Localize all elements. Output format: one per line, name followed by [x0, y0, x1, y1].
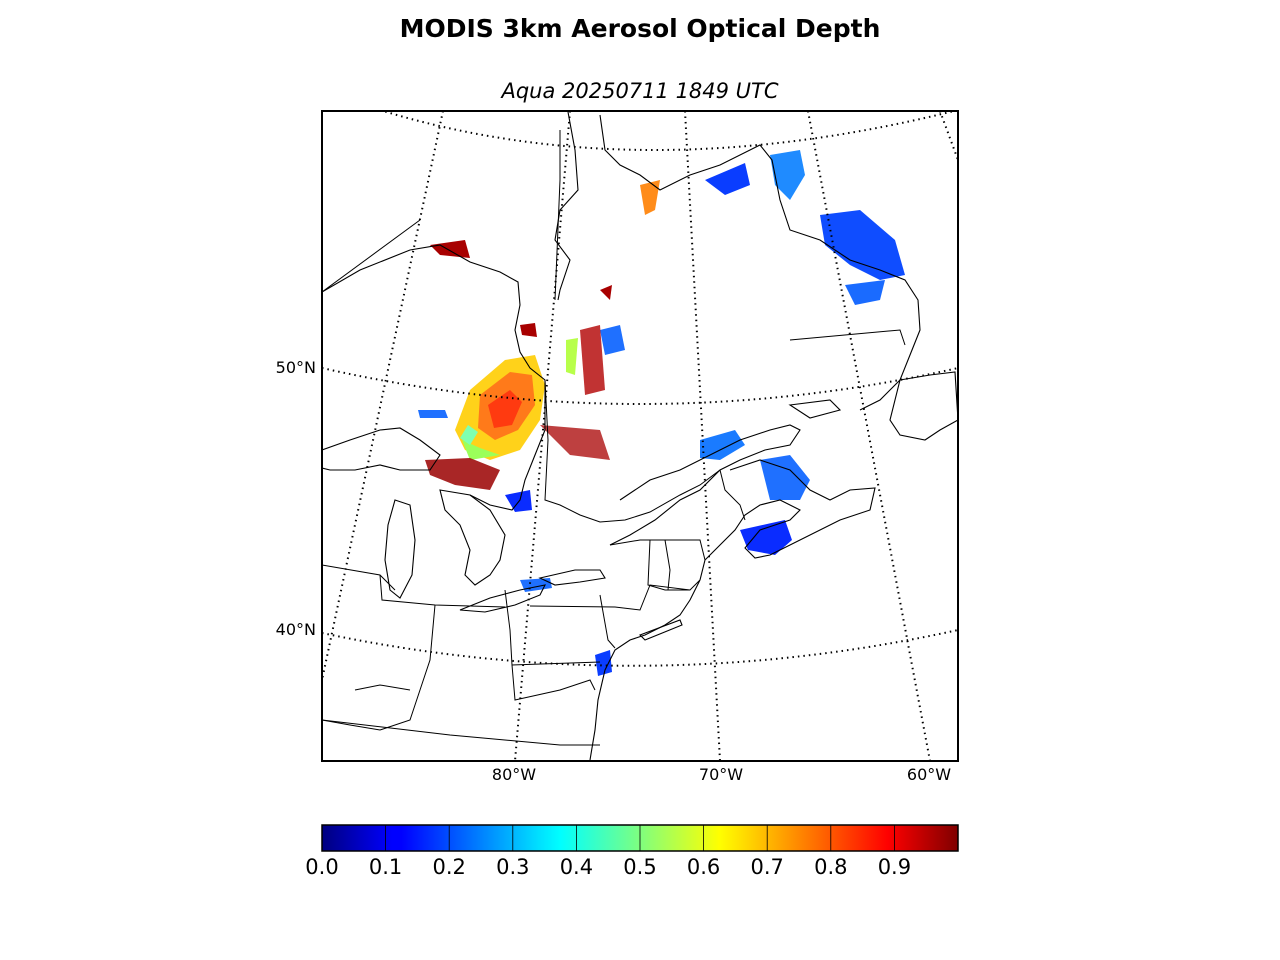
lat-label-40n: 40°N [275, 620, 316, 639]
map-area [322, 111, 958, 761]
colorbar-tick-label: 0.5 [623, 855, 657, 879]
colorbar-tick-label: 0.1 [368, 855, 403, 879]
graticule [322, 111, 958, 761]
lat-label-50n: 50°N [275, 358, 316, 377]
lon-label-70w: 70°W [698, 765, 744, 784]
colorbar-tick-label: 0.6 [686, 855, 721, 879]
coastlines [322, 111, 958, 761]
borders [322, 130, 906, 746]
colorbar-tick-label: 0.0 [305, 855, 339, 879]
colorbar-tick-label: 0.2 [432, 855, 466, 879]
aod-data-layer [418, 150, 905, 676]
colorbar-frame [321, 824, 959, 852]
colorbar [321, 824, 959, 852]
colorbar-dividers [385, 825, 895, 851]
lon-label-60w: 60°W [906, 765, 952, 784]
colorbar-tick-label: 0.4 [559, 855, 594, 879]
colorbar-tick-label: 0.9 [877, 855, 912, 879]
map-frame [321, 110, 959, 762]
map-subtitle: Aqua 20250711 1849 UTC [501, 79, 779, 103]
colorbar-tick-label: 0.8 [814, 855, 848, 879]
colorbar-tick-label: 0.3 [496, 855, 530, 879]
lon-label-80w: 80°W [491, 765, 537, 784]
colorbar-tick-label: 0.7 [750, 855, 784, 879]
figure-title: MODIS 3km Aerosol Optical Depth [399, 14, 881, 43]
